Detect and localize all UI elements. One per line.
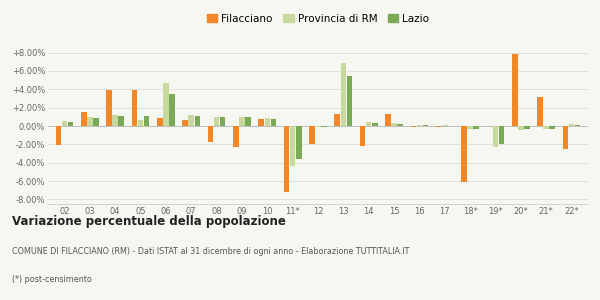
Bar xyxy=(493,126,498,147)
Bar xyxy=(169,94,175,126)
Bar xyxy=(423,125,428,126)
Bar xyxy=(410,126,416,127)
Bar xyxy=(550,126,555,129)
Bar xyxy=(68,122,73,126)
Bar xyxy=(473,126,479,129)
Bar xyxy=(334,114,340,126)
Bar xyxy=(467,126,473,129)
Bar xyxy=(245,117,251,126)
Bar xyxy=(118,116,124,126)
Bar xyxy=(461,126,467,182)
Bar xyxy=(214,117,220,126)
Bar xyxy=(385,114,391,126)
Bar xyxy=(62,122,67,126)
Bar xyxy=(442,125,448,126)
Bar xyxy=(284,126,289,192)
Text: COMUNE DI FILACCIANO (RM) - Dati ISTAT al 31 dicembre di ogni anno - Elaborazion: COMUNE DI FILACCIANO (RM) - Dati ISTAT a… xyxy=(12,248,409,256)
Bar xyxy=(138,121,143,126)
Bar xyxy=(112,115,118,126)
Bar xyxy=(321,126,327,127)
Bar xyxy=(309,126,315,144)
Bar xyxy=(563,126,568,149)
Bar xyxy=(259,119,264,126)
Bar xyxy=(416,125,422,126)
Bar xyxy=(239,117,245,126)
Legend: Filacciano, Provincia di RM, Lazio: Filacciano, Provincia di RM, Lazio xyxy=(203,10,433,28)
Bar xyxy=(296,126,302,159)
Bar xyxy=(397,124,403,126)
Bar xyxy=(93,118,99,126)
Bar xyxy=(537,97,543,126)
Bar xyxy=(315,126,321,127)
Bar xyxy=(233,126,239,147)
Bar xyxy=(271,119,276,126)
Bar xyxy=(220,117,226,126)
Bar xyxy=(524,126,530,129)
Text: (*) post-censimento: (*) post-censimento xyxy=(12,274,92,284)
Bar xyxy=(518,126,524,130)
Bar xyxy=(265,118,270,126)
Bar xyxy=(131,90,137,126)
Bar xyxy=(163,83,169,126)
Bar xyxy=(157,118,163,126)
Bar xyxy=(499,126,505,144)
Bar xyxy=(360,126,365,146)
Bar xyxy=(391,123,397,126)
Bar xyxy=(106,90,112,126)
Text: Variazione percentuale della popolazione: Variazione percentuale della popolazione xyxy=(12,214,286,227)
Bar xyxy=(208,126,213,142)
Bar xyxy=(56,126,61,145)
Bar xyxy=(87,117,92,126)
Bar xyxy=(512,54,518,126)
Bar xyxy=(347,76,352,126)
Bar xyxy=(575,125,580,126)
Bar xyxy=(144,116,149,126)
Bar xyxy=(366,122,371,126)
Bar xyxy=(194,116,200,126)
Bar xyxy=(569,124,574,126)
Bar xyxy=(182,120,188,126)
Bar xyxy=(290,126,295,167)
Bar xyxy=(372,123,377,126)
Bar xyxy=(436,126,442,127)
Bar xyxy=(341,63,346,126)
Bar xyxy=(81,112,86,126)
Bar xyxy=(544,126,549,129)
Bar xyxy=(188,115,194,126)
